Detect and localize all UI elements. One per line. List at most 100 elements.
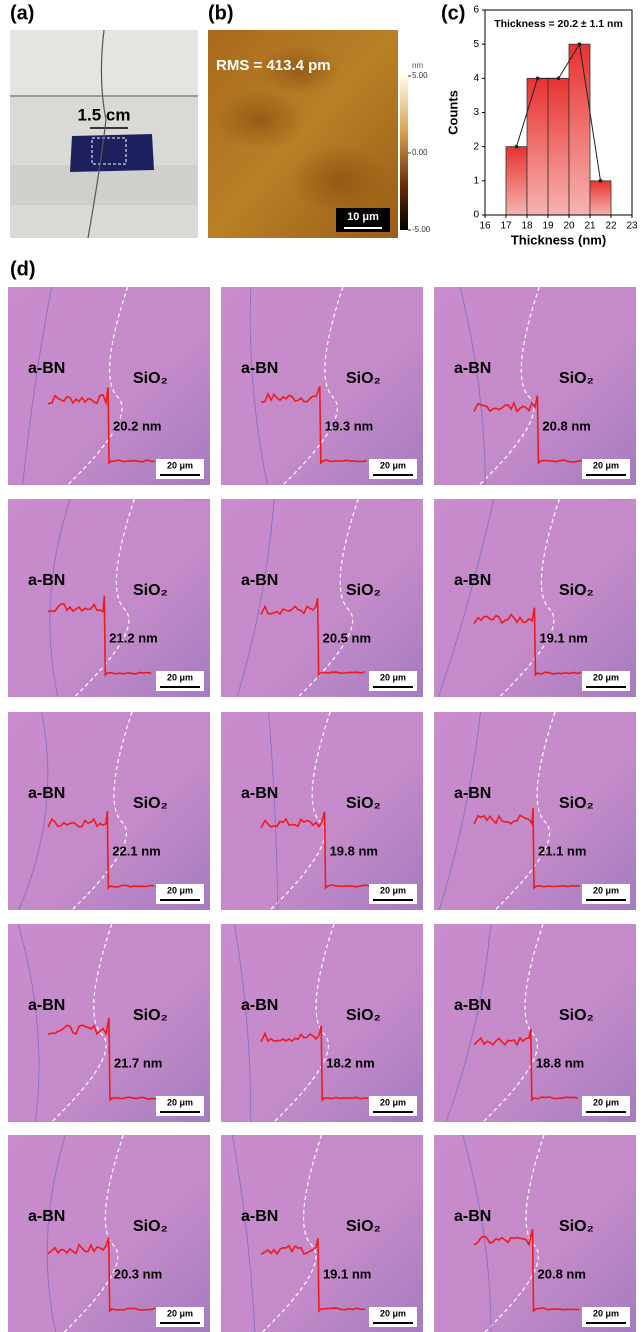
region-label: a-BN	[28, 360, 65, 377]
scale-bar-text: 20 μm	[593, 1097, 619, 1107]
tile-background	[221, 1135, 423, 1332]
region-label: a-BN	[241, 360, 278, 377]
region-label: SiO₂	[559, 1007, 594, 1024]
colorbar-tick-label: -5.00	[412, 225, 431, 234]
scale-bar-text: 20 μm	[593, 885, 619, 895]
scale-bar-text: 20 μm	[380, 1097, 406, 1107]
thickness-label: 19.8 nm	[330, 843, 378, 858]
thickness-label: 21.1 nm	[538, 843, 586, 858]
thickness-label: 20.8 nm	[538, 1266, 586, 1281]
x-tick-label: 17	[500, 221, 512, 232]
panel-label: (d)	[10, 258, 36, 280]
thickness-label: 19.1 nm	[539, 630, 587, 645]
point	[515, 145, 519, 149]
region-label: a-BN	[241, 572, 278, 589]
colorbar-tick-label: 0.00	[412, 148, 428, 157]
annotation: Thickness = 20.2 ± 1.1 nm	[494, 18, 623, 30]
region-label: a-BN	[28, 1208, 65, 1225]
thickness-label: 20.2 nm	[113, 418, 161, 433]
x-tick-label: 20	[563, 221, 575, 232]
y-tick-label: 0	[473, 210, 479, 221]
region-label: a-BN	[454, 572, 491, 589]
point	[599, 179, 603, 183]
region-label: a-BN	[28, 572, 65, 589]
region-label: SiO₂	[559, 582, 594, 599]
colorbar-tick-label: 5.00	[412, 71, 428, 80]
scale-bar-text: 20 μm	[593, 460, 619, 470]
region-label: SiO₂	[133, 370, 168, 387]
x-tick-label: 19	[542, 221, 554, 232]
tile-background	[221, 499, 423, 697]
thickness-label: 19.1 nm	[323, 1266, 371, 1281]
x-tick-label: 22	[605, 221, 617, 232]
tile-background	[8, 499, 210, 697]
region-label: SiO₂	[346, 370, 381, 387]
scale-bar-text: 20 μm	[380, 885, 406, 895]
y-tick-label: 3	[473, 107, 479, 118]
optical-image-tile: a-BN SiO₂ 20.2 nm 20 μm	[8, 287, 210, 485]
region-label: SiO₂	[133, 1007, 168, 1024]
point	[557, 77, 561, 81]
bar	[527, 78, 548, 215]
y-tick-label: 5	[473, 39, 479, 50]
scale-bar-text: 20 μm	[593, 1308, 619, 1318]
optical-image-tile: a-BN SiO₂ 19.1 nm 20 μm	[221, 1135, 423, 1332]
region-label: a-BN	[454, 1208, 491, 1225]
thickness-label: 20.5 nm	[323, 630, 371, 645]
photo	[10, 30, 198, 238]
bar	[548, 78, 569, 215]
rms-text: RMS = 413.4 pm	[216, 57, 331, 74]
bar	[569, 44, 590, 215]
scale-bar-text: 20 μm	[167, 885, 193, 895]
region-label: SiO₂	[133, 1218, 168, 1235]
tile-background	[221, 712, 423, 910]
scale-bar-text: 20 μm	[380, 672, 406, 682]
thickness-label: 20.3 nm	[114, 1266, 162, 1281]
optical-image-tile: a-BN SiO₂ 21.2 nm 20 μm	[8, 499, 210, 697]
optical-image-tile: a-BN SiO₂ 20.8 nm 20 μm	[434, 1135, 636, 1332]
thickness-label: 21.2 nm	[109, 630, 157, 645]
thickness-label: 19.3 nm	[325, 418, 373, 433]
x-axis-label: Thickness (nm)	[511, 232, 606, 247]
y-tick-label: 6	[473, 5, 479, 16]
region-label: SiO₂	[346, 1007, 381, 1024]
region-label: a-BN	[454, 997, 491, 1014]
scale-bar-text: 20 μm	[167, 1097, 193, 1107]
tile-background	[434, 924, 636, 1122]
region-label: a-BN	[241, 1208, 278, 1225]
scale-bar-text: 20 μm	[167, 672, 193, 682]
optical-image-tile: a-BNSiO₂22.1 nm20 μm	[8, 712, 210, 910]
panel-label: (c)	[441, 2, 465, 24]
region-label: SiO₂	[346, 582, 381, 599]
colorbar-unit: nm	[412, 61, 423, 70]
optical-image-tile: a-BN SiO₂ 20.3 nm 20 μm	[8, 1135, 210, 1332]
scale-bar-text: 20 μm	[167, 1308, 193, 1318]
region-label: SiO₂	[559, 370, 594, 387]
scale-bar-text: 20 μm	[380, 1308, 406, 1318]
optical-image-tile: a-BN SiO₂ 20.5 nm 20 μm	[221, 499, 423, 697]
region-label: SiO₂	[346, 795, 381, 812]
panel-label: (b)	[208, 2, 234, 24]
thickness-label: 18.2 nm	[326, 1055, 374, 1070]
thickness-label: 18.8 nm	[536, 1055, 584, 1070]
point	[578, 42, 582, 46]
tile-background	[434, 287, 636, 485]
region-label: a-BN	[241, 785, 278, 802]
region-label: SiO₂	[346, 1218, 381, 1235]
scale-bar-text: 10 μm	[347, 211, 379, 223]
region-label: a-BN	[28, 997, 65, 1014]
optical-image-tile: a-BN SiO₂ 18.8 nm 20 μm	[434, 924, 636, 1122]
optical-image-tile: a-BN SiO₂ 19.8 nm 20 μm	[221, 712, 423, 910]
x-tick-label: 18	[521, 221, 533, 232]
figure: (a) 1.5 cm (b) RMS = 413.4 pm 10 μm nm 5…	[0, 0, 644, 1332]
region-label: SiO₂	[559, 1218, 594, 1235]
region-label: SiO₂	[133, 582, 168, 599]
y-tick-label: 4	[473, 73, 479, 84]
point	[536, 77, 540, 81]
scale-text: 1.5 cm	[78, 105, 131, 124]
y-tick-label: 2	[473, 141, 479, 152]
scale-bar-text: 20 μm	[167, 460, 193, 470]
